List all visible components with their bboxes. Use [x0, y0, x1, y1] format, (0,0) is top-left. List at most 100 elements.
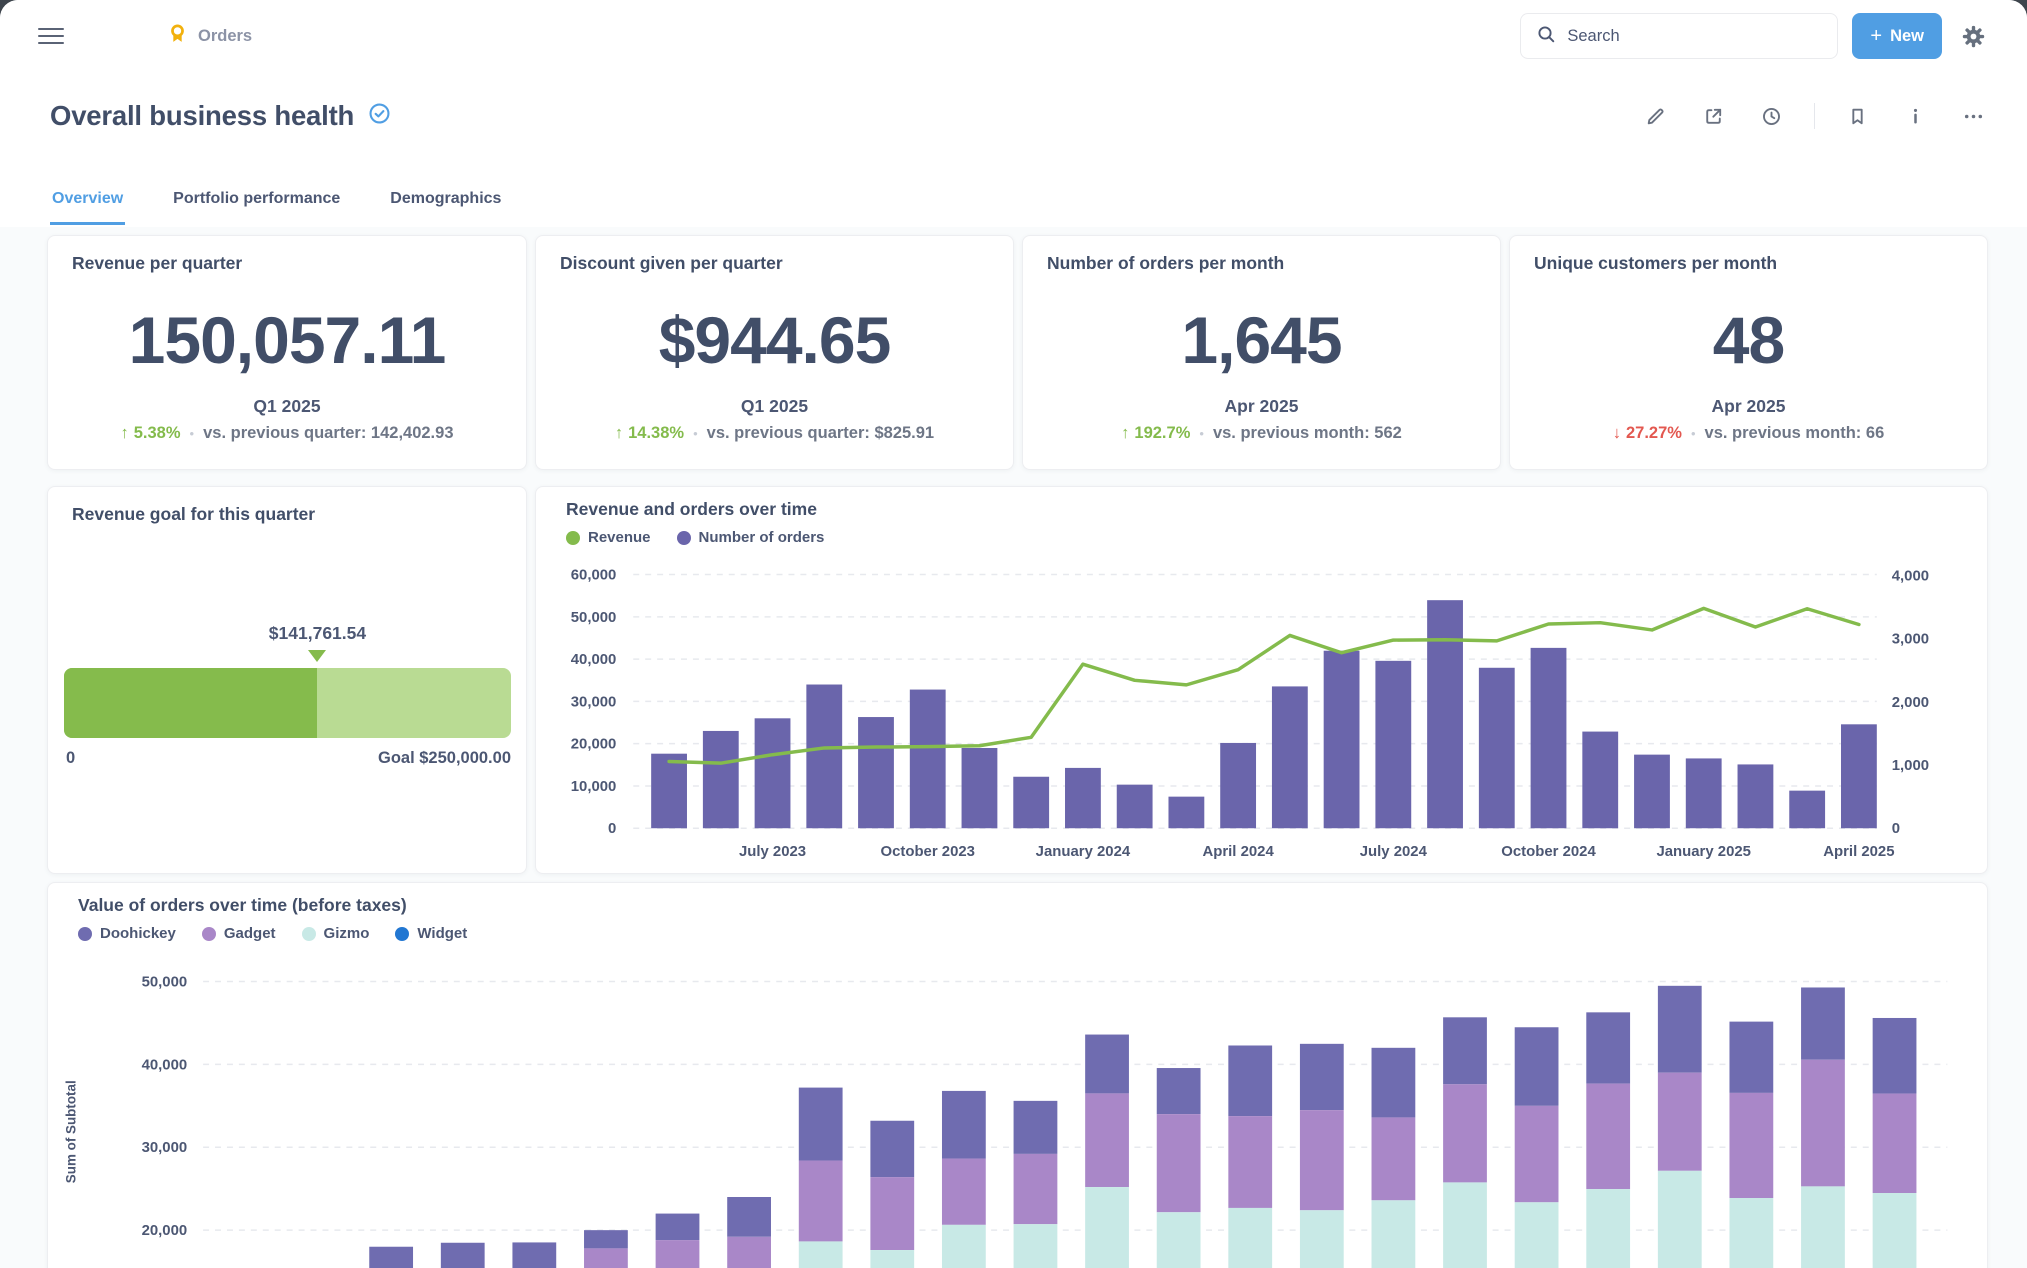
kpi-card-unique-customers-per-month[interactable]: Unique customers per month 48 Apr 2025 ↓…	[1509, 235, 1988, 470]
kpi-delta-row: ↑ 192.7% • vs. previous month: 562	[1023, 424, 1500, 443]
kpi-period: Apr 2025	[1711, 396, 1786, 416]
sidebar-toggle-button[interactable]	[38, 27, 64, 45]
svg-text:3,000: 3,000	[1892, 631, 1929, 648]
goal-target-label: Goal $250,000.00	[377, 749, 511, 767]
svg-text:Sum of Subtotal: Sum of Subtotal	[64, 1080, 79, 1183]
dashboard-title-row: Overall business health	[50, 92, 1989, 140]
kpi-value: 150,057.11	[128, 303, 447, 377]
bookmark-icon	[1852, 108, 1863, 124]
revenue-orders-chart-card: Revenue and orders over time Revenue Num…	[535, 486, 1988, 874]
tab-portfolio-performance[interactable]: Portfolio performance	[171, 182, 342, 225]
card-title: Number of orders per month	[1047, 253, 1285, 273]
actions-divider	[1814, 103, 1815, 129]
delta-percent: 27.27%	[1626, 424, 1682, 442]
svg-text:10,000: 10,000	[571, 778, 617, 795]
chart-title: Revenue and orders over time	[566, 499, 817, 519]
svg-text:50,000: 50,000	[142, 973, 188, 990]
kpi-comparison: vs. previous month: 562	[1212, 424, 1402, 442]
legend-dot-gizmo	[301, 926, 316, 941]
subscriptions-clock-button[interactable]	[1756, 101, 1787, 132]
kpi-value: 1,645	[1181, 303, 1342, 377]
kpi-comparison: vs. previous quarter: $825.91	[706, 424, 935, 442]
kpi-card-discount-per-quarter[interactable]: Discount given per quarter $944.65 Q1 20…	[535, 235, 1014, 470]
tab-demographics[interactable]: Demographics	[388, 182, 503, 225]
kpi-delta-row: ↑ 14.38% • vs. previous quarter: $825.91	[536, 424, 1013, 443]
legend-item-gizmo[interactable]: Gizmo	[301, 925, 369, 942]
edit-dashboard-button[interactable]	[1640, 101, 1671, 132]
kpi-card-revenue-per-quarter[interactable]: Revenue per quarter 150,057.11 Q1 2025 ↑…	[47, 235, 527, 470]
legend-item-doohickey[interactable]: Doohickey	[78, 925, 176, 942]
chart-title: Value of orders over time (before taxes)	[78, 895, 407, 915]
svg-text:July 2024: July 2024	[1360, 843, 1428, 860]
metabase-logo-icon[interactable]	[86, 13, 132, 59]
dot-separator: •	[693, 426, 698, 441]
kpi-period: Apr 2025	[1224, 396, 1299, 416]
kpi-card-orders-per-month[interactable]: Number of orders per month 1,645 Apr 202…	[1022, 235, 1501, 470]
revenue-goal-card[interactable]: Revenue goal for this quarter $141,761.5…	[47, 486, 527, 874]
legend-dot-gadget	[201, 926, 216, 941]
app-header: Orders + New	[0, 0, 2027, 72]
svg-text:40,000: 40,000	[142, 1056, 188, 1073]
kpi-delta-row: ↓ 27.27% • vs. previous month: 66	[1510, 424, 1987, 443]
legend-item-revenue[interactable]: Revenue	[566, 529, 651, 546]
gear-icon	[1962, 25, 1985, 47]
dot-separator: •	[1199, 426, 1204, 441]
new-button[interactable]: + New	[1852, 13, 1942, 59]
goal-marker-icon	[308, 650, 327, 662]
svg-text:4,000: 4,000	[1892, 568, 1929, 585]
combo-chart[interactable]: 0 10,000 20,000 30,000 40,000 50,000 60,000 0 1,…	[536, 487, 1987, 873]
delta-percent: 14.38%	[628, 424, 685, 442]
dashboard-actions	[1640, 101, 1989, 132]
page-title: Overall business health	[50, 100, 355, 131]
goal-progress-fill	[64, 668, 318, 738]
delta-arrow-icon: ↑	[1121, 424, 1130, 442]
pencil-icon	[1647, 107, 1664, 124]
share-button[interactable]	[1698, 101, 1729, 132]
tab-overview[interactable]: Overview	[50, 182, 126, 225]
official-collection-icon	[166, 22, 189, 50]
bookmark-button[interactable]	[1842, 101, 1873, 132]
chart-legend: Doohickey Gadget Gizmo Widget	[78, 925, 467, 942]
kpi-delta-row: ↑ 5.38% • vs. previous quarter: 142,402.9…	[48, 424, 526, 443]
goal-min-label: 0	[66, 749, 76, 767]
search-input[interactable]	[1520, 13, 1839, 59]
legend-item-number-of-orders[interactable]: Number of orders	[676, 529, 824, 546]
svg-text:1,000: 1,000	[1892, 757, 1929, 774]
breadcrumb[interactable]: Orders	[166, 22, 252, 50]
kpi-period: Q1 2025	[253, 396, 321, 416]
card-title: Unique customers per month	[1534, 253, 1778, 273]
legend-dot-doohickey	[78, 926, 92, 941]
svg-text:0: 0	[608, 820, 616, 837]
stacked-bar-chart[interactable]: 50,000 40,000 30,000 20,000 Sum of Subtotal	[48, 883, 1987, 1268]
svg-text:50,000: 50,000	[571, 609, 617, 626]
card-title: Revenue per quarter	[72, 253, 243, 273]
legend-dot-orders	[676, 530, 691, 545]
share-icon	[1706, 108, 1722, 124]
info-button[interactable]	[1900, 101, 1931, 132]
chart-legend: Revenue Number of orders	[566, 529, 824, 546]
delta-arrow-icon: ↓	[1612, 424, 1621, 442]
info-icon	[1913, 108, 1918, 124]
svg-text:60,000: 60,000	[571, 567, 617, 584]
goal-current-value: $141,761.54	[268, 623, 367, 643]
dashboard-tabs: Overview Portfolio performance Demograph…	[50, 182, 503, 225]
svg-text:January 2024: January 2024	[1036, 843, 1131, 860]
more-menu-button[interactable]	[1958, 101, 1989, 132]
goal-progress-bar	[64, 668, 511, 738]
svg-text:40,000: 40,000	[571, 651, 617, 668]
legend-item-widget[interactable]: Widget	[395, 925, 467, 942]
legend-item-gadget[interactable]: Gadget	[201, 925, 276, 942]
kpi-value: $944.65	[658, 303, 892, 377]
svg-text:30,000: 30,000	[571, 693, 617, 710]
dot-separator: •	[189, 426, 195, 441]
search-field[interactable]	[1567, 26, 1824, 46]
order-value-chart-card: Value of orders over time (before taxes)…	[47, 882, 1988, 1268]
svg-text:20,000: 20,000	[571, 736, 617, 753]
header-right: + New	[1520, 13, 1991, 59]
card-title: Revenue goal for this quarter	[72, 504, 316, 524]
settings-gear-button[interactable]	[1956, 19, 1991, 54]
dot-separator: •	[1690, 426, 1696, 441]
svg-text:July 2023: July 2023	[739, 843, 806, 860]
kpi-comparison: vs. previous quarter: 142,402.93	[203, 424, 454, 442]
